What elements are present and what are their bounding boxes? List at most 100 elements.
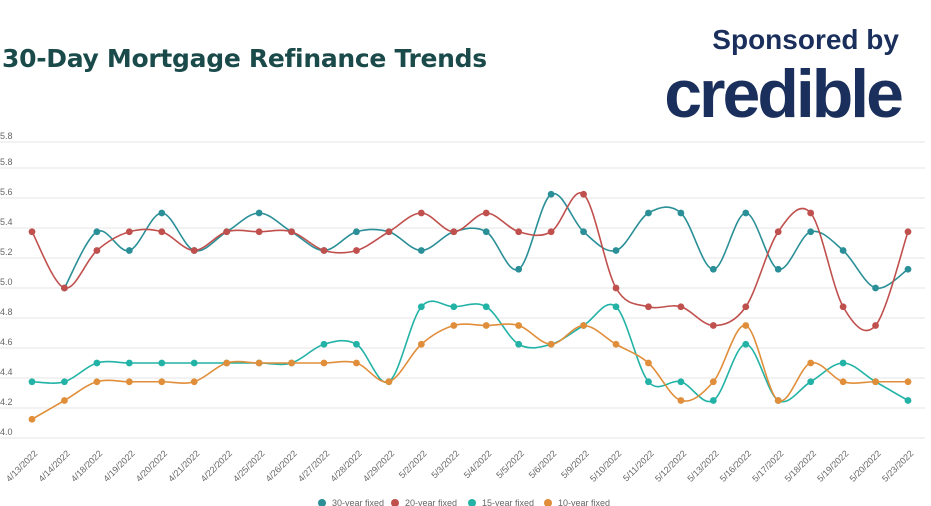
data-point: [872, 284, 879, 292]
x-tick-label: 4/19/2022: [101, 448, 136, 483]
grid-lines: [0, 141, 925, 439]
data-point: [255, 228, 263, 236]
data-point: [450, 303, 458, 311]
data-point: [320, 247, 328, 254]
data-point: [645, 378, 652, 386]
data-point: [580, 228, 587, 236]
data-point: [645, 303, 652, 311]
data-point: [288, 359, 295, 367]
legend-label: 10-year fixed: [558, 498, 610, 506]
x-tick-label: 5/6/2022: [527, 448, 559, 480]
x-tick-label: 5/20/2022: [848, 448, 883, 483]
data-point: [417, 247, 425, 254]
data-point: [125, 378, 133, 386]
data-point: [709, 322, 717, 329]
series-15-year-fixed: [28, 300, 912, 404]
x-tick-label: 4/28/2022: [328, 448, 363, 483]
data-point: [774, 228, 782, 236]
legend-item: 15-year fixed: [468, 498, 534, 506]
data-point: [742, 303, 750, 311]
x-tick-label: 5/3/2022: [429, 448, 461, 480]
data-point: [28, 228, 36, 236]
x-tick-label: 4/27/2022: [296, 448, 331, 483]
data-point: [515, 265, 523, 273]
data-point: [255, 209, 263, 217]
credible-logo: credible: [664, 56, 904, 132]
y-tick-label: 4.0: [0, 427, 13, 437]
x-tick-label: 5/10/2022: [588, 448, 623, 483]
data-point: [742, 340, 750, 348]
data-point: [612, 303, 620, 311]
data-point: [61, 397, 68, 404]
page-title: 30-Day Mortgage Refinance Trends: [2, 44, 487, 73]
legend-label: 20-year fixed: [405, 498, 457, 506]
data-point: [353, 340, 360, 348]
data-point: [645, 209, 652, 217]
legend-label: 15-year fixed: [482, 498, 534, 506]
data-point: [288, 228, 295, 236]
series-line: [31, 323, 908, 420]
data-point: [93, 228, 101, 236]
data-point: [190, 378, 198, 386]
x-tick-label: 5/19/2022: [815, 448, 850, 483]
legend-label: 30-year fixed: [332, 498, 384, 506]
data-point: [515, 322, 523, 329]
legend-item: 10-year fixed: [544, 498, 610, 506]
data-point: [515, 340, 523, 348]
y-tick-label: 4.4: [0, 367, 13, 377]
data-point: [547, 190, 555, 198]
legend-marker: [391, 499, 399, 506]
y-tick-label: 5.8: [0, 131, 13, 141]
x-tick-label: 4/14/2022: [36, 448, 71, 483]
y-tick-label: 5.6: [0, 187, 13, 197]
data-point: [93, 359, 101, 367]
data-point: [742, 322, 750, 329]
series-group: [28, 190, 912, 423]
x-tick-label: 4/13/2022: [4, 448, 39, 483]
data-point: [158, 209, 166, 217]
data-point: [839, 303, 847, 311]
data-point: [385, 228, 393, 236]
data-point: [93, 247, 101, 254]
series-line: [31, 300, 909, 403]
x-tick-label: 5/23/2022: [880, 448, 915, 483]
data-point: [807, 378, 815, 386]
legend-item: 20-year fixed: [391, 498, 457, 506]
data-point: [872, 322, 879, 329]
y-tick-label: 5.2: [0, 247, 13, 257]
x-tick-label: 4/22/2022: [199, 448, 234, 483]
x-tick-label: 4/18/2022: [69, 448, 104, 483]
data-point: [482, 209, 490, 217]
data-point: [612, 284, 620, 292]
data-point: [904, 265, 912, 273]
legend: 30-year fixed 20-year fixed 15-year fixed 1…: [318, 498, 610, 506]
x-tick-label: 5/5/2022: [494, 448, 526, 480]
data-point: [580, 322, 587, 329]
data-point: [353, 359, 360, 367]
data-point: [450, 322, 458, 329]
data-point: [158, 228, 166, 236]
y-tick-label: 5.8: [0, 157, 13, 167]
data-point: [93, 378, 101, 386]
data-point: [547, 340, 555, 348]
y-tick-label: 4.6: [0, 337, 13, 347]
data-point: [872, 378, 879, 386]
x-tick-label: 5/9/2022: [559, 448, 591, 480]
x-axis-ticks: 4/13/20224/14/20224/18/20224/19/20224/20…: [4, 448, 915, 483]
data-point: [709, 265, 717, 273]
data-point: [807, 209, 815, 217]
data-point: [677, 378, 685, 386]
data-point: [353, 247, 360, 254]
data-point: [190, 359, 198, 367]
data-point: [482, 322, 490, 329]
data-point: [904, 378, 912, 386]
legend-marker: [318, 499, 326, 506]
data-point: [125, 228, 133, 236]
data-point: [61, 284, 68, 292]
data-point: [839, 247, 847, 254]
data-point: [482, 303, 490, 311]
x-tick-label: 5/16/2022: [718, 448, 753, 483]
data-point: [450, 228, 458, 236]
legend-marker: [468, 499, 476, 506]
